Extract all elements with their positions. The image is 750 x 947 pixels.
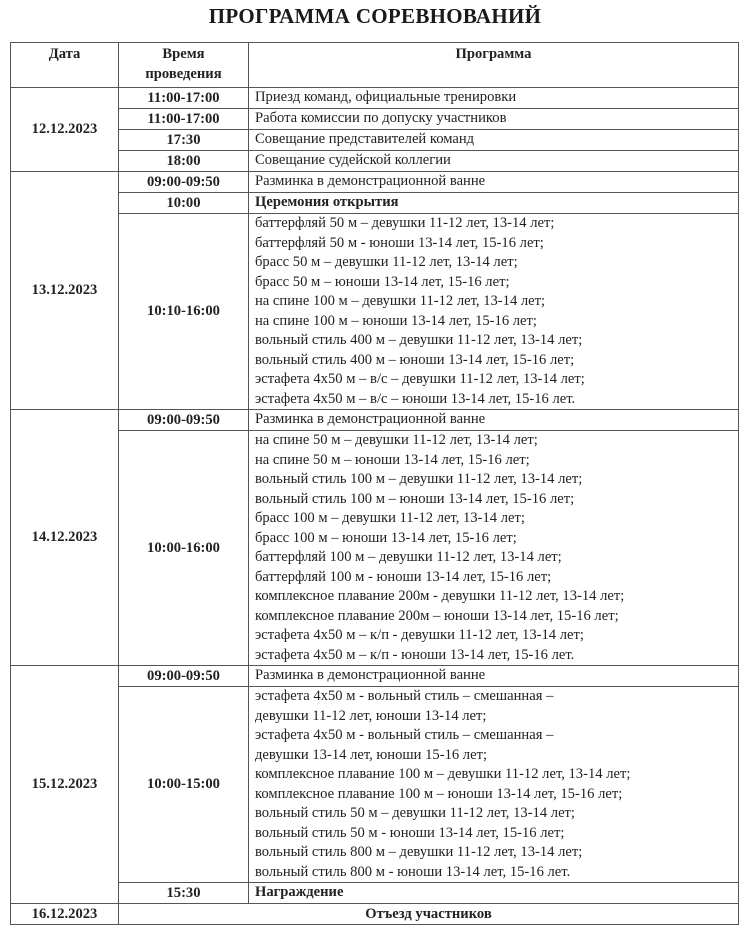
program-line: вольный стиль 800 м - юноши 13-14 лет, 1… (255, 863, 571, 880)
program-line: баттерфляй 100 м - юноши 13-14 лет, 15-1… (255, 568, 552, 585)
schedule-row: 17:30 Совещание представителей команд (11, 129, 739, 151)
time-cell: 10:00 (118, 192, 249, 214)
schedule-row: 13.12.2023 09:00-09:50 Разминка в демонстр… (10, 171, 739, 410)
header-date: Дата (10, 42, 119, 88)
program-line: комплексное плавание 200м – юноши 13-14 … (255, 607, 619, 624)
program-line: эстафета 4х50 м – в/с – юноши 13-14 лет,… (255, 390, 576, 407)
schedule-table: Дата Время проведения Программа 12.12.20… (10, 42, 739, 925)
time-cell: 09:00-09:50 (118, 409, 249, 431)
date-cell: 15.12.2023 (10, 665, 119, 904)
date-cell: 16.12.2023 (10, 903, 119, 925)
schedule-row: 18:00 Совещание судейской коллегии (11, 150, 739, 172)
program-line: Совещание представителей команд (255, 131, 475, 148)
time-cell: 09:00-09:50 (118, 171, 249, 193)
date-cell: 14.12.2023 (10, 409, 119, 666)
program-line: вольный стиль 800 м – девушки 11-12 лет,… (255, 844, 583, 860)
program-line: баттерфляй 50 м - юноши 13-14 лет, 15-16… (255, 234, 544, 251)
date-cell: 13.12.2023 (10, 171, 119, 410)
header-program: Программа (248, 42, 739, 88)
program-line: Разминка в демонстрационной ванне (255, 173, 486, 190)
program-line: брасс 50 м – девушки 11-12 лет, 13-14 ле… (255, 254, 518, 270)
program-cell: Награждение (248, 882, 739, 904)
program-line: эстафета 4х50 м – в/с – девушки 11-12 ле… (255, 371, 585, 387)
program-cell: Приезд команд, официальные тренировки (248, 87, 739, 109)
program-cell: Совещание представителей команд (248, 129, 739, 151)
program-line: Совещание судейской коллегии (255, 152, 451, 169)
schedule-row: 15.12.2023 09:00-09:50 Разминка в демонстр… (10, 665, 739, 904)
program-cell: Разминка в демонстрационной ванне (248, 665, 739, 687)
program-line: Награждение (255, 884, 344, 901)
date-cell: 12.12.2023 (10, 87, 119, 172)
schedule-row: 14.12.2023 09:00-09:50 Разминка в демонстр… (10, 409, 739, 666)
program-cell: на спине 50 м – девушки 11-12 лет, 13-14… (248, 430, 739, 666)
program-line: на спине 50 м – юноши 13-14 лет, 15-16 л… (255, 451, 530, 468)
program-line: эстафета 4х50 м – к/п - юноши 13-14 лет,… (255, 646, 575, 663)
header-time-line1: Время (162, 46, 205, 62)
program-cell: эстафета 4х50 м - вольный стиль – смешан… (248, 686, 739, 883)
program-line: эстафета 4х50 м – к/п - девушки 11-12 ле… (255, 627, 584, 643)
program-line: баттерфляй 50 м – девушки 11-12 лет, 13-… (255, 215, 555, 231)
program-line: вольный стиль 100 м – юноши 13-14 лет, 1… (255, 490, 575, 507)
program-cell: Разминка в демонстрационной ванне (248, 409, 739, 431)
time-cell: 17:30 (118, 129, 249, 151)
schedule-row: 11:00-17:00 Работа комиссии по допуску уч… (11, 108, 739, 130)
program-line: Приезд команд, официальные тренировки (255, 89, 517, 106)
program-line: девушки 11-12 лет, юноши 13-14 лет; (255, 707, 487, 724)
time-cell: 09:00-09:50 (118, 665, 249, 687)
departure-cell: Отъезд участников (118, 903, 739, 925)
page-title: ПРОГРАММА СОРЕВНОВАНИЙ (208, 4, 542, 28)
program-cell: баттерфляй 50 м – девушки 11-12 лет, 13-… (248, 213, 739, 410)
program-line: эстафета 4х50 м - вольный стиль – смешан… (255, 688, 554, 704)
program-cell: Разминка в демонстрационной ванне (248, 171, 739, 193)
time-cell: 10:00-16:00 (118, 430, 249, 666)
program-line: Разминка в демонстрационной ванне (255, 411, 486, 428)
program-line: вольный стиль 50 м – девушки 11-12 лет, … (255, 805, 575, 821)
program-line: вольный стиль 50 м - юноши 13-14 лет, 15… (255, 824, 565, 841)
program-line: брасс 100 м – девушки 11-12 лет, 13-14 л… (255, 510, 525, 526)
header-time-line2: проведения (145, 65, 222, 82)
program-line: на спине 100 м – юноши 13-14 лет, 15-16 … (255, 312, 537, 329)
program-line: брасс 100 м – юноши 13-14 лет, 15-16 лет… (255, 529, 517, 546)
program-cell: Работа комиссии по допуску участников (248, 108, 739, 130)
schedule-row-last: 16.12.2023 Отъезд участников (10, 903, 739, 925)
time-cell: 11:00-17:00 (118, 87, 249, 109)
program-line: комплексное плавание 100 м – девушки 11-… (255, 766, 631, 782)
program-cell: Церемония открытия (248, 192, 739, 214)
time-cell: 10:00-15:00 (118, 686, 249, 883)
time-cell: 10:10-16:00 (118, 213, 249, 410)
time-cell: 18:00 (118, 150, 249, 172)
program-line: баттерфляй 100 м – девушки 11-12 лет, 13… (255, 549, 562, 565)
program-line: девушки 13-14 лет, юноши 15-16 лет; (255, 746, 488, 763)
schedule-row: 10:00-16:00 на спине 50 м – девушки 11-12… (11, 430, 739, 666)
program-line: комплексное плавание 200м - девушки 11-1… (255, 588, 625, 604)
schedule-row: 10:00 Церемония открытия (11, 192, 739, 214)
schedule-row: 15:30 Награждение (11, 882, 739, 904)
header-row: Дата Время проведения Программа (10, 42, 739, 88)
schedule-row: 12.12.2023 11:00-17:00 Приезд команд, офиц… (10, 87, 739, 172)
schedule-row: 10:00-15:00 эстафета 4х50 м - вольный сти… (11, 686, 739, 883)
header-time: Время проведения (118, 42, 249, 88)
program-line: на спине 100 м – девушки 11-12 лет, 13-1… (255, 293, 546, 309)
program-line: вольный стиль 400 м – девушки 11-12 лет,… (255, 332, 583, 348)
program-line: Работа комиссии по допуску участников (255, 110, 507, 127)
schedule-row: 10:10-16:00 баттерфляй 50 м – девушки 11-… (11, 213, 739, 410)
program-line: вольный стиль 400 м – юноши 13-14 лет, 1… (255, 351, 575, 368)
time-cell: 11:00-17:00 (118, 108, 249, 130)
program-line: брасс 50 м – юноши 13-14 лет, 15-16 лет; (255, 273, 510, 290)
program-line: эстафета 4х50 м - вольный стиль – смешан… (255, 727, 554, 743)
program-line: вольный стиль 100 м – девушки 11-12 лет,… (255, 471, 583, 487)
program-line: на спине 50 м – девушки 11-12 лет, 13-14… (255, 432, 538, 448)
program-cell: Совещание судейской коллегии (248, 150, 739, 172)
program-line: комплексное плавание 100 м – юноши 13-14… (255, 785, 623, 802)
program-line: Разминка в демонстрационной ванне (255, 667, 486, 684)
program-line: Церемония открытия (255, 194, 399, 211)
time-cell: 15:30 (118, 882, 249, 904)
